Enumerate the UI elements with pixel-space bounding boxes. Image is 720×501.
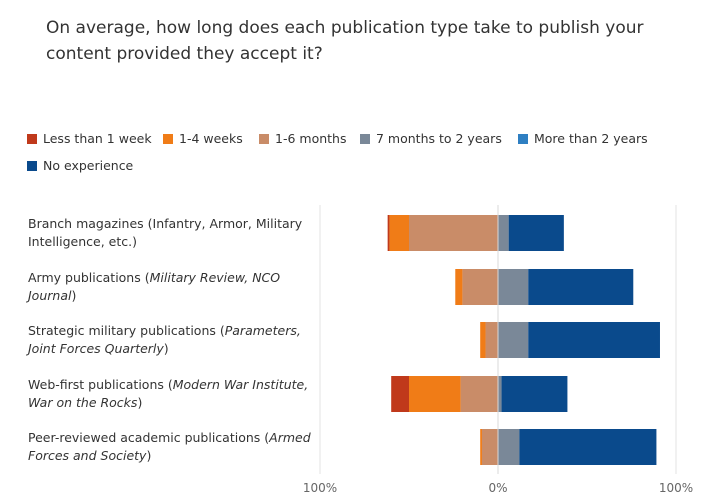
category-label: Peer-reviewed academic publications (Arm… (28, 430, 311, 463)
legend-item: More than 2 years (518, 131, 648, 146)
bar-segment (481, 429, 498, 465)
bar-segment (409, 215, 498, 251)
bar-segment (462, 269, 498, 305)
bar-segment (498, 215, 509, 251)
legend-item: 7 months to 2 years (360, 131, 502, 146)
bar-segment (498, 269, 529, 305)
legend-item: No experience (27, 158, 133, 173)
bar-segment (501, 376, 568, 412)
bar-segment (519, 429, 657, 465)
bar-segment (460, 376, 498, 412)
category-label: Branch magazines (Infantry, Armor, Milit… (28, 216, 303, 249)
legend-label: 7 months to 2 years (376, 131, 502, 146)
category-label: Strategic military publications (Paramet… (28, 323, 301, 356)
bar-segment (480, 322, 486, 358)
x-tick-label: 100% (303, 481, 337, 495)
bar-segment (480, 429, 482, 465)
bar-segment (528, 322, 660, 358)
x-tick-label: 0% (488, 481, 507, 495)
bar-segment (389, 215, 409, 251)
legend-swatch (360, 133, 370, 144)
legend-swatch (27, 160, 37, 171)
legend-label: 1-6 months (275, 131, 347, 146)
legend-item: 1-4 weeks (163, 131, 243, 146)
bar-segment (391, 376, 409, 412)
chart-title: On average, how long does each publicati… (46, 18, 644, 64)
legend-item: Less than 1 week (27, 131, 152, 146)
bar-segment (485, 322, 498, 358)
legend-label: 1-4 weeks (179, 131, 243, 146)
legend-label: No experience (43, 158, 134, 173)
bar-segment (455, 269, 463, 305)
legend-swatch (163, 133, 173, 144)
bar-segment (498, 376, 502, 412)
legend-swatch (27, 133, 37, 144)
bar-segment (409, 376, 461, 412)
legend-label: More than 2 years (534, 131, 648, 146)
bar-segment (528, 269, 634, 305)
bar-segment (498, 322, 529, 358)
category-label: Web-first publications (Modern War Insti… (28, 377, 309, 410)
bar-segment (498, 429, 520, 465)
bar-segment (508, 215, 564, 251)
legend-item: 1-6 months (259, 131, 346, 146)
legend-label: Less than 1 week (43, 131, 152, 146)
bar-segment (387, 215, 390, 251)
category-label: Army publications (Military Review, NCO … (28, 270, 281, 303)
legend-swatch (518, 133, 528, 144)
x-tick-label: 100% (659, 481, 693, 495)
legend-swatch (259, 133, 269, 144)
